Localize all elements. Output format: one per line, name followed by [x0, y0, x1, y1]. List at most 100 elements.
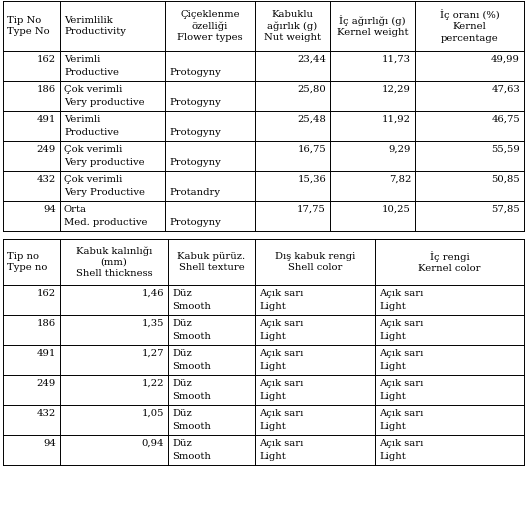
Text: Protandry: Protandry	[169, 188, 220, 197]
Text: 46,75: 46,75	[491, 115, 520, 124]
Text: Düz: Düz	[172, 379, 192, 388]
Text: 57,85: 57,85	[491, 205, 520, 214]
Text: 94: 94	[43, 439, 56, 448]
Text: 1,27: 1,27	[142, 349, 164, 358]
Text: Smooth: Smooth	[172, 362, 211, 371]
Text: Light: Light	[259, 422, 286, 431]
Text: Düz: Düz	[172, 289, 192, 298]
Text: Protogyny: Protogyny	[169, 158, 221, 167]
Text: 11,92: 11,92	[382, 115, 411, 124]
Text: Light: Light	[259, 332, 286, 341]
Text: Çiçeklenme
özelliği
Flower types: Çiçeklenme özelliği Flower types	[177, 10, 243, 42]
Text: Tip no
Type no: Tip no Type no	[7, 252, 48, 272]
Text: İç oranı (%)
Kernel
percentage: İç oranı (%) Kernel percentage	[440, 9, 499, 43]
Text: 47,63: 47,63	[491, 85, 520, 94]
Text: 11,73: 11,73	[382, 55, 411, 64]
Text: Kabuk kalınlığı
(mm)
Shell thickness: Kabuk kalınlığı (mm) Shell thickness	[76, 246, 152, 278]
Text: Protogyny: Protogyny	[169, 128, 221, 137]
Text: Kabuklu
ağırlık (g)
Nut weight: Kabuklu ağırlık (g) Nut weight	[264, 10, 321, 42]
Text: Very Productive: Very Productive	[64, 188, 145, 197]
Text: 491: 491	[36, 115, 56, 124]
Text: İç ağırlığı (g)
Kernel weight: İç ağırlığı (g) Kernel weight	[337, 15, 408, 37]
Text: Çok verimli: Çok verimli	[64, 175, 122, 184]
Text: 10,25: 10,25	[382, 205, 411, 214]
Text: Light: Light	[259, 452, 286, 461]
Text: Açık sarı: Açık sarı	[379, 319, 423, 328]
Text: Productive: Productive	[64, 128, 119, 137]
Text: 162: 162	[37, 55, 56, 64]
Text: 15,36: 15,36	[297, 175, 326, 184]
Text: Kabuk pürüz.
Shell texture: Kabuk pürüz. Shell texture	[177, 252, 246, 272]
Text: Smooth: Smooth	[172, 452, 211, 461]
Text: 162: 162	[37, 289, 56, 298]
Text: Light: Light	[379, 302, 406, 311]
Text: Açık sarı: Açık sarı	[259, 289, 304, 298]
Text: 9,29: 9,29	[389, 145, 411, 154]
Text: Açık sarı: Açık sarı	[259, 379, 304, 388]
Text: Light: Light	[259, 392, 286, 401]
Text: 23,44: 23,44	[297, 55, 326, 64]
Text: 249: 249	[37, 145, 56, 154]
Text: Düz: Düz	[172, 349, 192, 358]
Text: Med. productive: Med. productive	[64, 218, 147, 227]
Text: Light: Light	[379, 362, 406, 371]
Text: 16,75: 16,75	[297, 145, 326, 154]
Text: Verimli: Verimli	[64, 115, 100, 124]
Text: Smooth: Smooth	[172, 332, 211, 341]
Text: Smooth: Smooth	[172, 422, 211, 431]
Text: Orta: Orta	[64, 205, 87, 214]
Text: Protogyny: Protogyny	[169, 218, 221, 227]
Text: Açık sarı: Açık sarı	[379, 349, 423, 358]
Text: Çok verimli: Çok verimli	[64, 85, 122, 94]
Text: 55,59: 55,59	[491, 145, 520, 154]
Text: Light: Light	[259, 362, 286, 371]
Text: 94: 94	[43, 205, 56, 214]
Text: 25,80: 25,80	[297, 85, 326, 94]
Text: Light: Light	[379, 392, 406, 401]
Text: Protogyny: Protogyny	[169, 68, 221, 77]
Text: 249: 249	[37, 379, 56, 388]
Text: Dış kabuk rengi
Shell color: Dış kabuk rengi Shell color	[275, 252, 355, 272]
Text: Düz: Düz	[172, 409, 192, 418]
Text: Tip No
Type No: Tip No Type No	[7, 16, 50, 36]
Text: Açık sarı: Açık sarı	[259, 319, 304, 328]
Text: 12,29: 12,29	[382, 85, 411, 94]
Text: Light: Light	[379, 422, 406, 431]
Text: 432: 432	[37, 175, 56, 184]
Text: Açık sarı: Açık sarı	[259, 349, 304, 358]
Text: Açık sarı: Açık sarı	[379, 379, 423, 388]
Text: Smooth: Smooth	[172, 392, 211, 401]
Text: 17,75: 17,75	[297, 205, 326, 214]
Text: 186: 186	[37, 319, 56, 328]
Text: 0,94: 0,94	[142, 439, 164, 448]
Text: 7,82: 7,82	[389, 175, 411, 184]
Text: Açık sarı: Açık sarı	[379, 409, 423, 418]
Text: Düz: Düz	[172, 319, 192, 328]
Text: Productive: Productive	[64, 68, 119, 77]
Text: Verimli: Verimli	[64, 55, 100, 64]
Text: Açık sarı: Açık sarı	[259, 409, 304, 418]
Text: Verimlilik
Productivity: Verimlilik Productivity	[64, 16, 126, 36]
Text: Düz: Düz	[172, 439, 192, 448]
Text: Light: Light	[379, 452, 406, 461]
Text: Light: Light	[259, 302, 286, 311]
Text: 50,85: 50,85	[491, 175, 520, 184]
Text: 1,46: 1,46	[142, 289, 164, 298]
Text: Smooth: Smooth	[172, 302, 211, 311]
Text: 1,22: 1,22	[142, 379, 164, 388]
Text: Çok verimli: Çok verimli	[64, 145, 122, 154]
Text: Açık sarı: Açık sarı	[379, 289, 423, 298]
Text: 49,99: 49,99	[491, 55, 520, 64]
Text: Protogyny: Protogyny	[169, 98, 221, 107]
Text: 25,48: 25,48	[297, 115, 326, 124]
Text: 432: 432	[37, 409, 56, 418]
Text: Very productive: Very productive	[64, 158, 145, 167]
Text: 1,35: 1,35	[142, 319, 164, 328]
Text: 491: 491	[36, 349, 56, 358]
Text: Light: Light	[379, 332, 406, 341]
Text: Açık sarı: Açık sarı	[379, 439, 423, 448]
Text: İç rengi
Kernel color: İç rengi Kernel color	[418, 251, 481, 273]
Text: 1,05: 1,05	[142, 409, 164, 418]
Text: Very productive: Very productive	[64, 98, 145, 107]
Text: 186: 186	[37, 85, 56, 94]
